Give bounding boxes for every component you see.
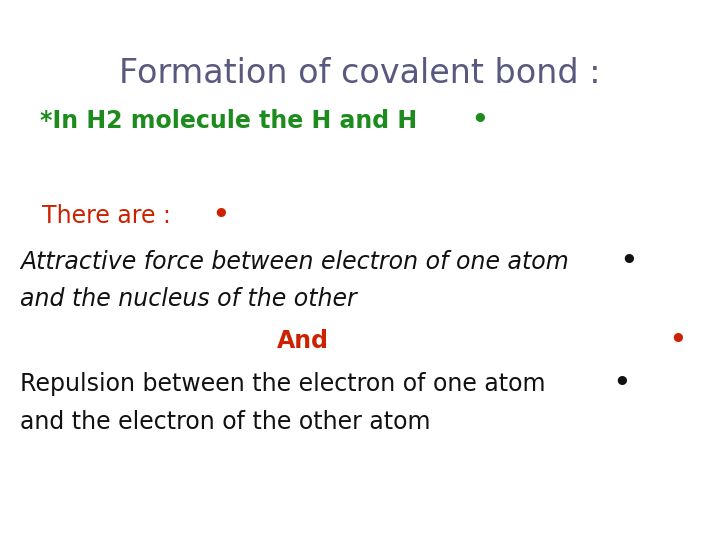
Text: •: •: [621, 249, 637, 275]
Text: •: •: [670, 328, 686, 354]
Text: *In H2 molecule the H and H: *In H2 molecule the H and H: [40, 110, 417, 133]
Text: •: •: [212, 203, 229, 229]
Text: and the nucleus of the other: and the nucleus of the other: [20, 287, 357, 310]
Text: •: •: [472, 109, 488, 134]
Text: Repulsion between the electron of one atom: Repulsion between the electron of one at…: [20, 373, 546, 396]
Text: Formation of covalent bond :: Formation of covalent bond :: [120, 57, 600, 90]
Text: Attractive force between electron of one atom: Attractive force between electron of one…: [20, 250, 569, 274]
Text: There are :: There are :: [42, 204, 186, 228]
Text: •: •: [613, 372, 630, 397]
Text: and the electron of the other atom: and the electron of the other atom: [20, 410, 431, 434]
Text: And: And: [277, 329, 329, 353]
